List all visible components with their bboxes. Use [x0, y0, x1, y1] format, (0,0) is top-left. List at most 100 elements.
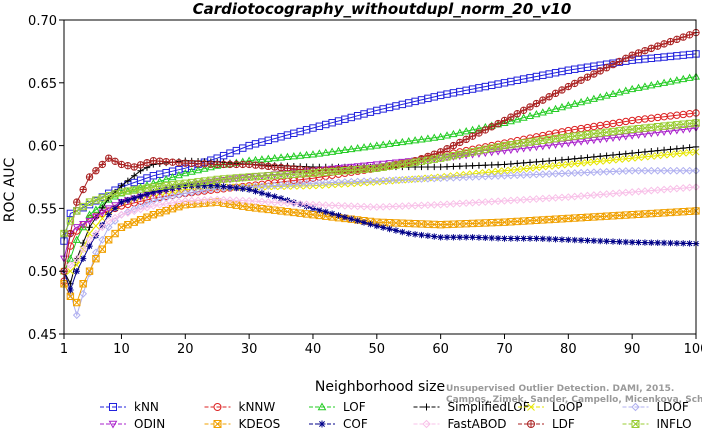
data-point: [557, 102, 566, 111]
data-point: [149, 210, 158, 219]
x-tick-label: 20: [177, 342, 194, 357]
data-point: [538, 108, 547, 116]
data-point: [322, 168, 330, 176]
data-point: [597, 237, 604, 245]
data-point: [283, 199, 292, 208]
data-point: [564, 193, 573, 202]
data-point: [385, 176, 394, 185]
data-point: [609, 127, 617, 136]
data-point: [66, 267, 74, 275]
data-point: [360, 177, 368, 186]
data-point: [660, 40, 668, 48]
data-point: [220, 183, 227, 190]
legend: kNN kNNW LOF SimplifiedLOF LoOP LDOF ODIN KDEOS…: [100, 400, 692, 431]
data-point: [526, 195, 534, 204]
data-point: [136, 216, 145, 224]
data-point: [628, 154, 636, 162]
data-point: [99, 221, 106, 229]
data-point: [367, 221, 374, 228]
data-point: [360, 165, 368, 173]
data-point: [162, 181, 170, 190]
data-point: [334, 167, 343, 175]
data-point: [462, 149, 470, 157]
data-point: [449, 151, 458, 160]
data-point: [104, 154, 113, 162]
data-point: [85, 210, 94, 218]
data-point: [577, 154, 585, 162]
data-point: [175, 197, 183, 206]
data-point: [335, 212, 342, 219]
data-point: [130, 207, 139, 216]
data-point: [207, 160, 215, 168]
data-point: [520, 165, 528, 173]
data-point: [162, 175, 171, 183]
data-point: [226, 196, 234, 205]
x-tick-label: 70: [496, 342, 513, 357]
data-point: [558, 193, 566, 202]
data-point: [589, 168, 598, 177]
data-point: [475, 198, 483, 207]
data-point: [430, 155, 438, 163]
data-point: [660, 166, 668, 175]
data-point: [487, 172, 496, 181]
data-point: [328, 168, 336, 176]
data-point: [635, 239, 642, 246]
data-point: [353, 202, 362, 211]
data-point: [290, 199, 298, 206]
data-point: [570, 192, 579, 201]
data-point: [385, 139, 394, 147]
data-point: [500, 141, 509, 150]
data-point: [379, 202, 388, 211]
data-point: [436, 174, 445, 183]
data-point: [564, 160, 572, 168]
data-point: [532, 137, 541, 145]
credit-line-2: Campos, Zimek, Sander, Campello, Micenko…: [446, 395, 702, 405]
data-point: [232, 174, 241, 182]
data-point: [85, 235, 94, 244]
data-point: [615, 133, 624, 142]
data-point: [443, 145, 451, 153]
data-point: [539, 158, 546, 165]
data-point: [680, 240, 687, 247]
data-point: [552, 236, 559, 243]
data-point: [130, 205, 139, 214]
data-point: [666, 121, 675, 130]
data-point: [213, 175, 221, 184]
data-point: [488, 144, 496, 152]
data-point: [174, 171, 183, 179]
data-point: [640, 82, 649, 90]
data-point: [482, 234, 489, 241]
data-point: [437, 234, 444, 241]
data-point: [685, 166, 694, 175]
data-point: [596, 129, 604, 137]
data-point: [187, 178, 196, 187]
data-point: [168, 173, 177, 181]
data-point: [391, 138, 401, 147]
data-point: [411, 231, 419, 238]
data-point: [506, 196, 515, 205]
data-point: [648, 148, 655, 155]
data-point: [238, 196, 247, 205]
data-point: [430, 133, 439, 141]
data-point: [334, 166, 343, 174]
data-point: [392, 202, 400, 211]
data-point: [501, 161, 508, 168]
data-point: [589, 94, 598, 102]
data-point: [341, 213, 349, 221]
data-point: [385, 202, 394, 211]
data-point: [302, 179, 311, 188]
data-point: [564, 169, 573, 178]
data-point: [641, 187, 649, 195]
data-point: [98, 214, 106, 223]
legend-label: LoOP: [552, 400, 583, 414]
data-point: [468, 198, 477, 207]
legend-label: FastABOD: [448, 417, 507, 431]
data-point: [124, 177, 132, 184]
data-point: [494, 197, 503, 206]
data-point: [270, 153, 279, 162]
data-point: [545, 135, 553, 144]
data-point: [596, 136, 605, 144]
legend-label: LOF: [343, 400, 366, 414]
data-point: [456, 138, 464, 147]
data-point: [552, 157, 559, 164]
